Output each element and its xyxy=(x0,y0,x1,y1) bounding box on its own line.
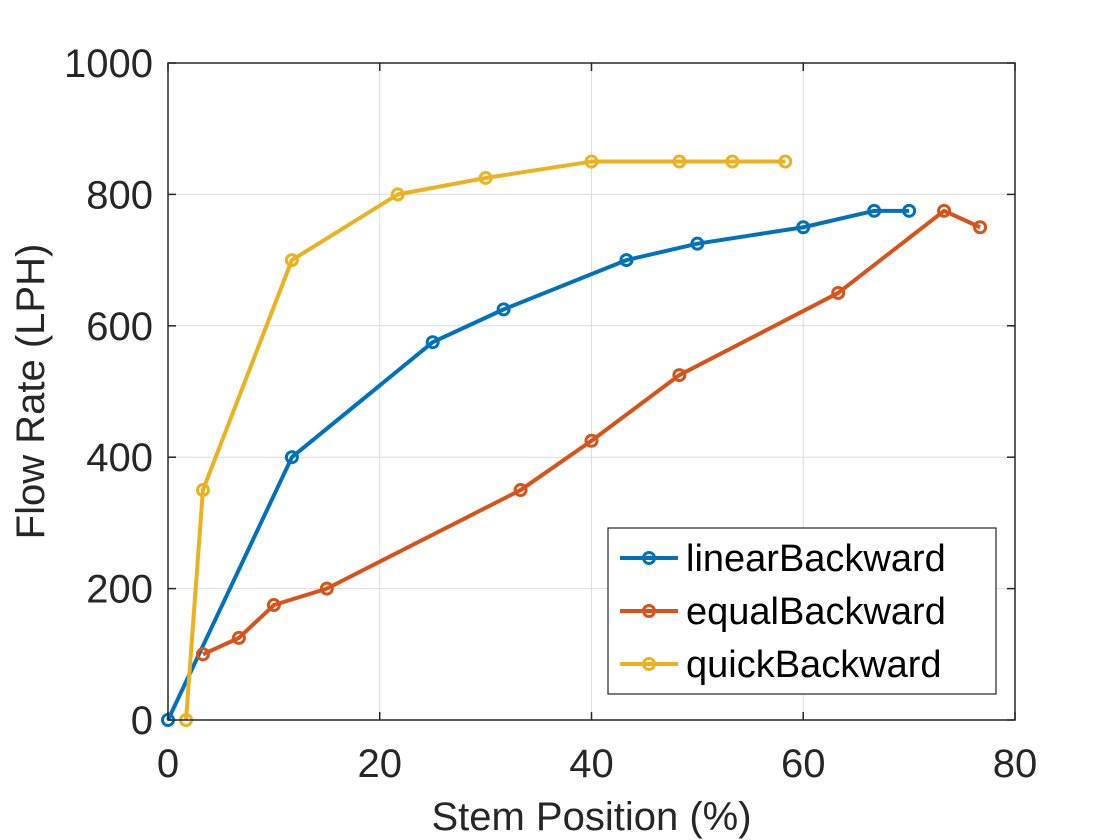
data-point xyxy=(725,154,740,169)
data-point xyxy=(672,368,687,383)
y-tick-label: 0 xyxy=(131,699,153,743)
data-point xyxy=(425,335,440,350)
data-point xyxy=(973,220,988,235)
data-point xyxy=(231,630,246,645)
data-point xyxy=(390,187,405,202)
data-point xyxy=(496,302,511,317)
data-point xyxy=(831,285,846,300)
x-tick-label: 40 xyxy=(569,742,614,786)
data-point xyxy=(937,203,952,218)
data-point xyxy=(513,483,528,498)
data-point xyxy=(266,598,281,613)
legend-label: linearBackward xyxy=(686,538,946,580)
x-tick-label: 20 xyxy=(358,742,403,786)
y-axis-ticks: 0 200 400 600 800 1000 xyxy=(64,42,1015,743)
y-tick-label: 400 xyxy=(86,436,153,480)
legend: linearBackward equalBackward quickBackward xyxy=(607,527,997,695)
y-axis-label: Flow Rate (LPH) xyxy=(9,244,53,540)
data-point xyxy=(619,253,634,268)
x-tick-label: 0 xyxy=(157,742,179,786)
data-point xyxy=(584,433,599,448)
data-point xyxy=(195,647,210,662)
data-point xyxy=(867,203,882,218)
data-point xyxy=(195,483,210,498)
series-equalBackward xyxy=(195,203,988,662)
series-line xyxy=(202,208,981,657)
data-point xyxy=(672,154,687,169)
data-point xyxy=(690,236,705,251)
legend-swatch-marker xyxy=(642,657,656,671)
data-point xyxy=(284,253,299,268)
data-point xyxy=(902,203,917,218)
data-point xyxy=(584,154,599,169)
data-point xyxy=(319,581,334,596)
legend-item: equalBackward xyxy=(620,591,946,633)
series-line xyxy=(184,159,786,721)
series-group xyxy=(161,154,988,727)
y-tick-label: 800 xyxy=(86,173,153,217)
legend-swatch-marker xyxy=(642,551,656,565)
data-point xyxy=(778,154,793,169)
y-tick-label: 1000 xyxy=(64,42,153,86)
legend-item: linearBackward xyxy=(620,538,946,580)
legend-label: equalBackward xyxy=(686,591,946,633)
legend-item: quickBackward xyxy=(620,644,942,686)
data-point xyxy=(284,450,299,465)
data-point xyxy=(478,170,493,185)
y-tick-label: 200 xyxy=(86,568,153,612)
axes-frame xyxy=(167,62,1016,721)
x-axis-ticks: 0 20 40 60 80 xyxy=(157,63,1037,786)
x-axis-label: Stem Position (%) xyxy=(431,795,751,839)
legend-label: quickBackward xyxy=(686,644,942,686)
legend-swatch-marker xyxy=(642,604,656,618)
x-tick-label: 60 xyxy=(781,742,826,786)
data-point xyxy=(796,220,811,235)
series-line xyxy=(166,208,910,721)
x-tick-label: 80 xyxy=(993,742,1038,786)
y-tick-label: 600 xyxy=(86,305,153,349)
